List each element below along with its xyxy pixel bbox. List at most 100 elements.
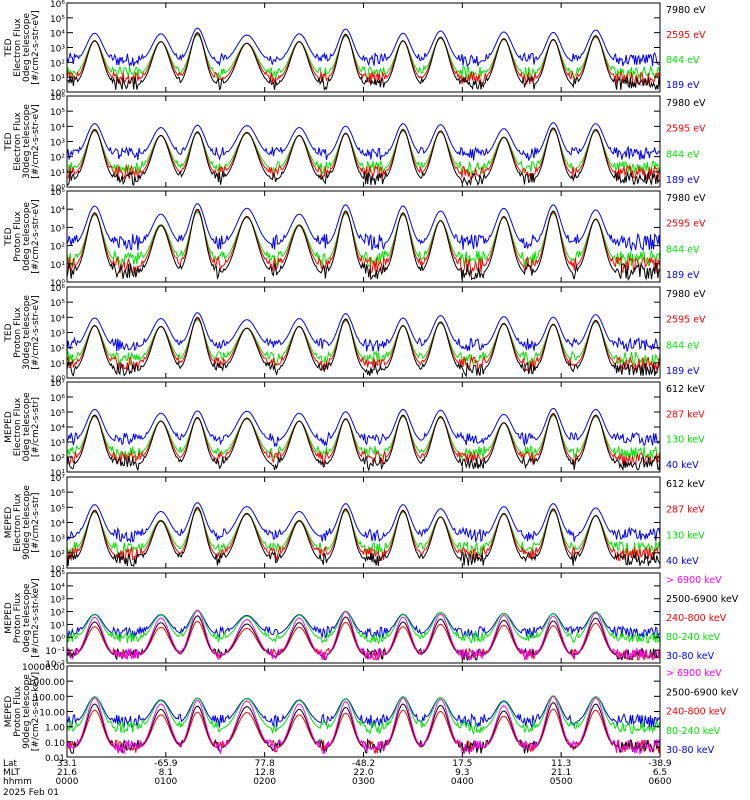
y-axis-label: [#/cm2-s-str-eV] xyxy=(31,104,41,179)
x-row-value: 77.8 xyxy=(255,759,275,769)
date-label: 2025 Feb 01 xyxy=(3,788,59,798)
x-row-value: -65.9 xyxy=(154,759,178,769)
x-row-value: -48.2 xyxy=(352,759,375,769)
series-1-2 xyxy=(67,33,660,87)
ytick-label: 10⁴ xyxy=(50,206,65,216)
ytick-label: 10⁴ xyxy=(50,424,65,434)
y-axis-label: Electron Flux xyxy=(13,397,23,456)
y-axis-label: MEPED xyxy=(4,602,14,634)
ytick-label: 10.00 xyxy=(39,709,65,719)
y-axis-label: TED xyxy=(4,323,14,342)
x-row-value: 22.0 xyxy=(353,768,373,778)
panel-1: 10⁰ 10¹ 10² 10³ 10⁴ 10⁵ 10⁶ TED Electron Flux 0de… xyxy=(4,0,706,99)
y-axis-label: MEPED xyxy=(4,507,14,539)
legend-entry: 2595 eV xyxy=(666,30,706,41)
series-4-3 xyxy=(67,319,660,367)
ytick-label: 10⁵ xyxy=(50,108,65,118)
series-3-1 xyxy=(67,208,660,281)
ytick-label: 10⁻² xyxy=(45,660,65,670)
x-row-value: 0100 xyxy=(154,777,177,787)
ytick-label: 10⁵ xyxy=(50,570,65,580)
panel-6: 10¹ 10² 10³ 10⁴ 10⁵ 10⁶ 10⁷ MEPED Electron Flux 9… xyxy=(4,474,705,575)
ytick-label: 10³ xyxy=(50,139,65,149)
panel-3-traces xyxy=(67,203,660,281)
ytick-label: 10⁶ xyxy=(50,0,65,10)
ytick-label: 10² xyxy=(50,550,65,560)
ytick-label: 10² xyxy=(50,154,65,164)
x-row-value: 12.8 xyxy=(255,768,275,778)
series-3-3 xyxy=(67,211,660,268)
x-row-label: MLT xyxy=(3,768,21,778)
series-6-4 xyxy=(67,502,660,544)
legend-entry: 7980 eV xyxy=(666,289,706,300)
series-2-4 xyxy=(67,122,660,161)
legend-entry: 30-80 keV xyxy=(666,745,715,756)
ytick-label: 10¹ xyxy=(50,469,65,479)
x-row-value: 0300 xyxy=(352,777,375,787)
y-axis-label: Proton Flux xyxy=(13,307,23,358)
x-row-value: 8.1 xyxy=(159,768,173,778)
y-axis-label: [#/cm2-s-str-eV] xyxy=(31,10,41,85)
ytick-label: 10⁵ xyxy=(50,299,65,309)
panel-5: 10¹ 10² 10³ 10⁴ 10⁵ 10⁶ 10⁷ MEPED Electron Flux 0… xyxy=(4,379,705,479)
ytick-label: 10⁷ xyxy=(50,474,65,484)
series-8-4 xyxy=(67,695,660,735)
legend-entry: 30-80 keV xyxy=(666,651,715,662)
ytick-label: 10³ xyxy=(50,596,65,606)
ytick-label: 10² xyxy=(50,59,65,69)
ytick-label: 10⁶ xyxy=(50,284,65,294)
ytick-label: 10² xyxy=(50,345,65,355)
ytick-label: 10⁵ xyxy=(50,188,65,198)
ytick-label: 10¹ xyxy=(50,169,65,179)
series-2-1 xyxy=(67,127,660,187)
ytick-label: 10¹ xyxy=(50,621,65,631)
series-8-1 xyxy=(67,695,660,756)
ytick-label: 10² xyxy=(50,243,65,253)
ytick-label: 1000.00 xyxy=(28,678,65,688)
ytick-label: 10³ xyxy=(50,224,65,234)
ytick-label: 100.00 xyxy=(34,693,66,703)
x-axis-annotations: Lat 33.1 -65.9 77.8 -48.2 17.5 11.3 -38.9 MLT 21.… xyxy=(3,759,672,798)
legend-entry: 287 keV xyxy=(666,409,705,420)
x-row-value: 0200 xyxy=(253,777,276,787)
ytick-label: 0.01 xyxy=(45,754,65,764)
ytick-label: 10⁰ xyxy=(50,634,65,644)
ytick-label: 10² xyxy=(50,609,65,619)
ytick-label: 10⁰ xyxy=(50,279,65,289)
legend-entry: 2595 eV xyxy=(666,315,706,326)
panel-8: 0.01 0.10 1.00 10.00 100.00 1000.00 10000.00 ME… xyxy=(4,663,739,764)
y-axis-label: 0deg telescope xyxy=(22,13,32,83)
y-axis-label: Electron Flux xyxy=(13,112,23,171)
legend-entry: 240-800 keV xyxy=(666,707,727,718)
y-axis-label: 0deg telescope xyxy=(22,392,32,462)
series-1-4 xyxy=(67,27,660,68)
series-8-3 xyxy=(67,708,660,754)
x-row-value: 11.3 xyxy=(551,759,571,769)
legend-entry: 40 keV xyxy=(666,460,699,471)
ytick-label: 10³ xyxy=(50,330,65,340)
y-axis-label: Electron Flux xyxy=(13,493,23,552)
panel-4: 10⁰ 10¹ 10² 10³ 10⁴ 10⁵ 10⁶ TED Proton Flux 30deg… xyxy=(4,284,706,385)
y-axis-label: Proton Flux xyxy=(13,211,23,262)
ytick-label: 10³ xyxy=(50,535,65,545)
panel-5-traces xyxy=(67,407,660,472)
y-axis-label: 0deg telescope xyxy=(22,583,32,653)
x-row-value: 0600 xyxy=(649,777,672,787)
legend-entry: > 6900 keV xyxy=(666,668,722,679)
y-axis-label: 90deg telescope xyxy=(22,485,32,560)
ytick-label: 10¹ xyxy=(50,360,65,370)
ytick-label: 10⁶ xyxy=(50,489,65,499)
panel-1-traces xyxy=(67,27,660,92)
legend-entry: 287 keV xyxy=(666,505,705,516)
ytick-label: 10⁰ xyxy=(50,89,65,99)
series-6-2 xyxy=(67,508,660,562)
y-axis-label: [#/cm2-s-str-eV] xyxy=(31,295,41,370)
panel-2: 10⁰ 10¹ 10² 10³ 10⁴ 10⁵ 10⁶ TED Electron Flux 30d… xyxy=(4,93,706,194)
panel-7-traces xyxy=(67,609,660,662)
x-row-value: 6.5 xyxy=(653,768,667,778)
ytick-label: 10⁰ xyxy=(50,184,65,194)
panel-6-traces xyxy=(67,502,660,567)
y-axis-label: [#/cm2-s-str] xyxy=(31,397,41,457)
series-7-4 xyxy=(67,609,660,645)
